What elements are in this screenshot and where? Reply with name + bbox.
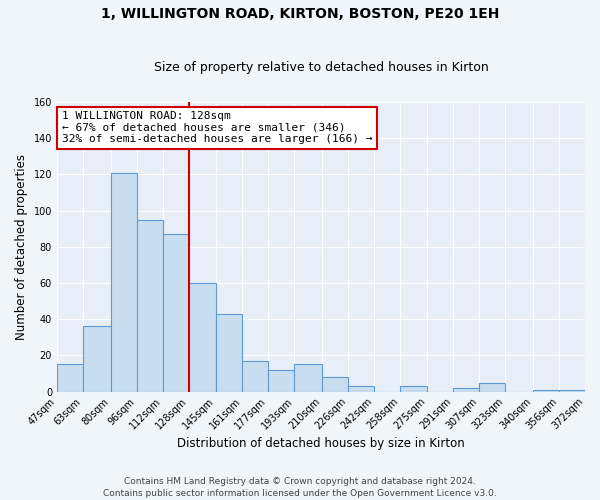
Bar bbox=[454, 388, 479, 392]
Title: Size of property relative to detached houses in Kirton: Size of property relative to detached ho… bbox=[154, 62, 488, 74]
Bar bbox=[216, 314, 242, 392]
Text: 1, WILLINGTON ROAD, KIRTON, BOSTON, PE20 1EH: 1, WILLINGTON ROAD, KIRTON, BOSTON, PE20… bbox=[101, 8, 499, 22]
Bar bbox=[294, 364, 322, 392]
Bar bbox=[479, 382, 505, 392]
Text: Contains HM Land Registry data © Crown copyright and database right 2024.
Contai: Contains HM Land Registry data © Crown c… bbox=[103, 476, 497, 498]
Bar bbox=[533, 390, 559, 392]
Bar bbox=[83, 326, 110, 392]
Bar bbox=[348, 386, 374, 392]
Y-axis label: Number of detached properties: Number of detached properties bbox=[15, 154, 28, 340]
Bar bbox=[242, 361, 268, 392]
Bar bbox=[559, 390, 585, 392]
Bar bbox=[322, 377, 348, 392]
Bar bbox=[137, 220, 163, 392]
Bar bbox=[268, 370, 294, 392]
Text: 1 WILLINGTON ROAD: 128sqm
← 67% of detached houses are smaller (346)
32% of semi: 1 WILLINGTON ROAD: 128sqm ← 67% of detac… bbox=[62, 111, 372, 144]
Bar bbox=[110, 172, 137, 392]
X-axis label: Distribution of detached houses by size in Kirton: Distribution of detached houses by size … bbox=[177, 437, 465, 450]
Bar bbox=[188, 283, 216, 392]
Bar bbox=[400, 386, 427, 392]
Bar bbox=[57, 364, 83, 392]
Bar bbox=[163, 234, 188, 392]
